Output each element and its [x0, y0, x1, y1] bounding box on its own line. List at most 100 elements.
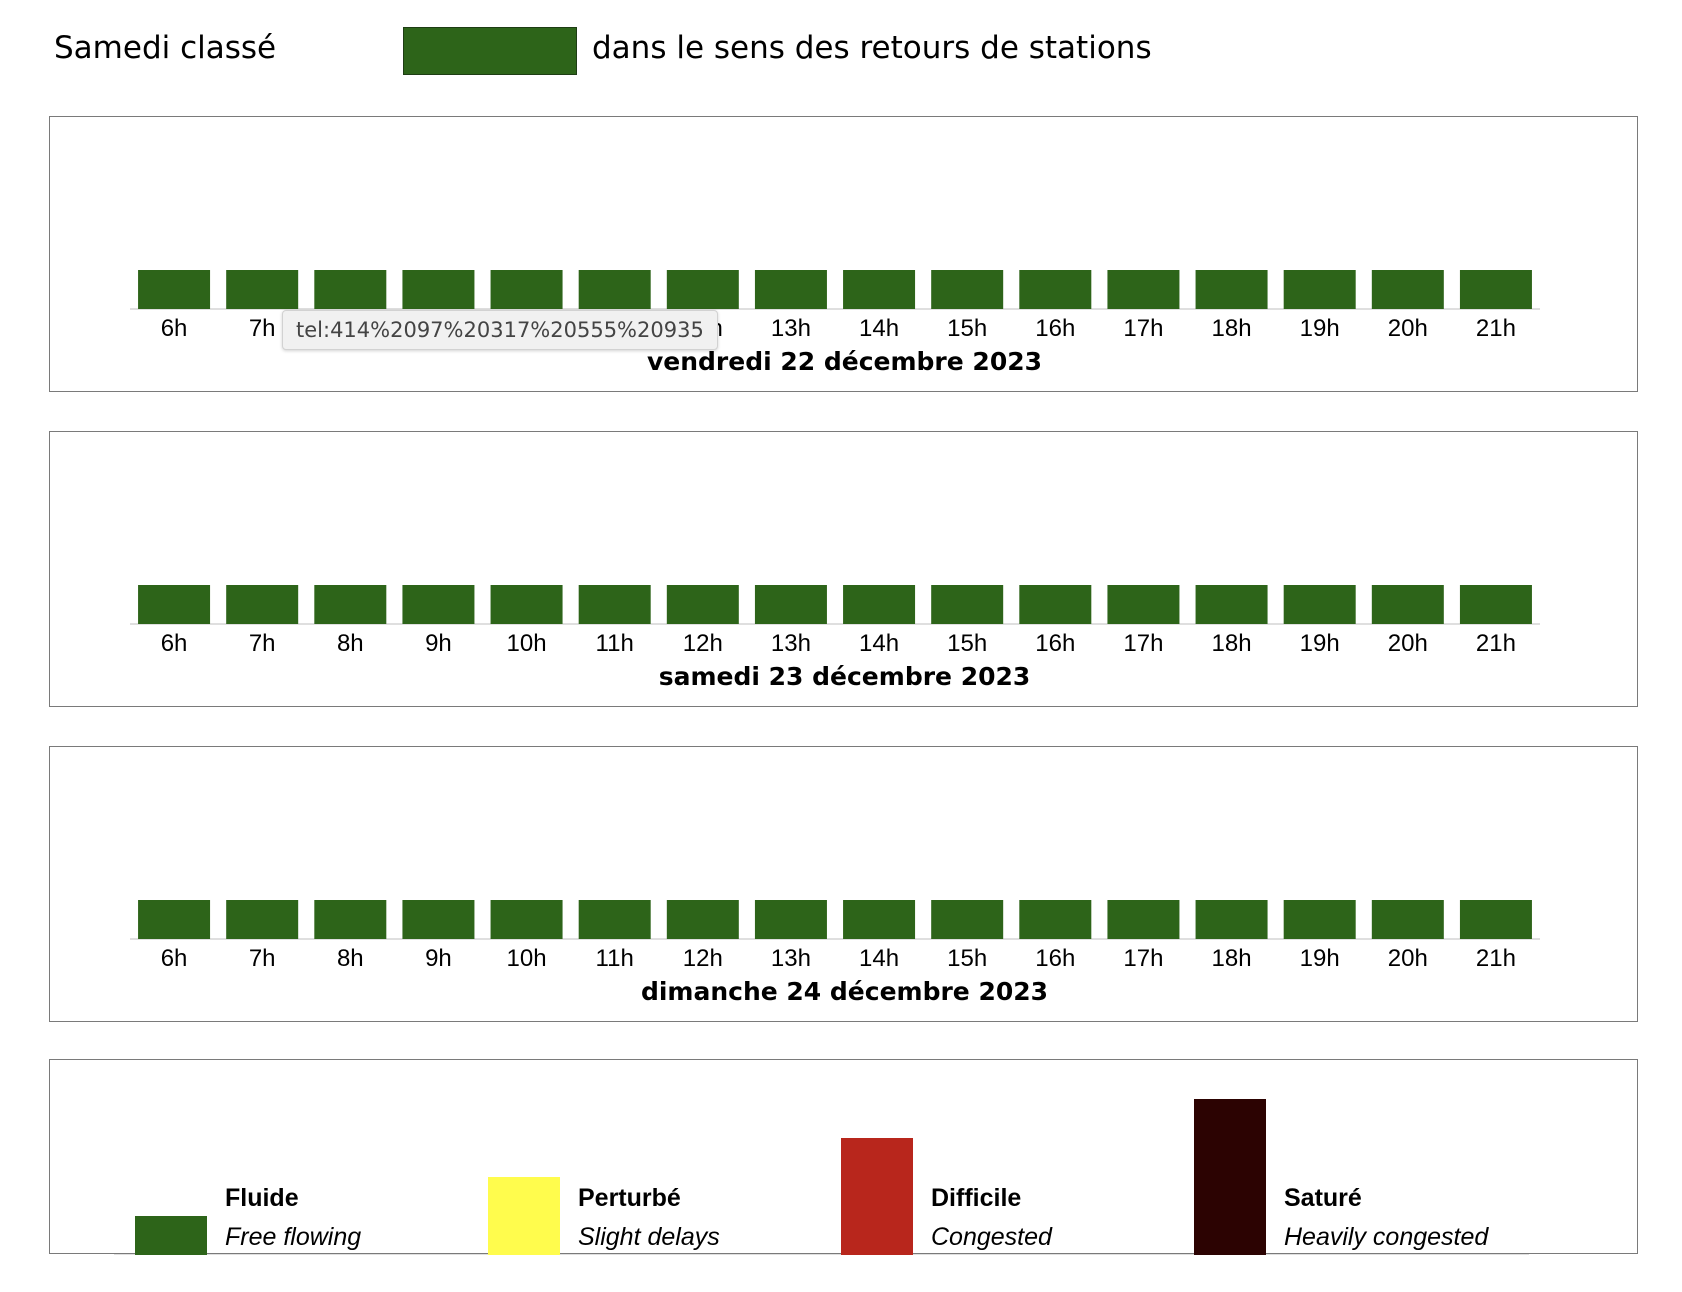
- bar: [1195, 900, 1268, 939]
- bar: [666, 585, 739, 624]
- day-chart-2: 6h 7h 8h 9h 10h 11h 12h 13h 14h 15h 16h 17h 18h 19h 20…: [130, 585, 1540, 691]
- bar: [1371, 585, 1444, 624]
- bar: [1107, 900, 1180, 939]
- bar: [314, 900, 387, 939]
- legend-swatch: [488, 1177, 560, 1255]
- tick-label: 6h: [161, 945, 188, 972]
- chart-title: dimanche 24 décembre 2023: [641, 977, 1048, 1006]
- tick-label: 17h: [1123, 945, 1163, 972]
- bar: [666, 900, 739, 939]
- legend-chart: Fluide Free flowing Perturbé Slight delays D…: [114, 1099, 1529, 1255]
- tick-label: 15h: [947, 945, 987, 972]
- tick-label: 20h: [1388, 630, 1428, 657]
- tick-label: 13h: [771, 315, 811, 342]
- bar: [754, 900, 827, 939]
- legend-swatch: [135, 1216, 207, 1255]
- tick-label: 7h: [249, 945, 276, 972]
- tick-label: 17h: [1123, 630, 1163, 657]
- bar: [1019, 270, 1092, 309]
- tick-label: 14h: [859, 945, 899, 972]
- bar: [578, 270, 651, 309]
- bar: [226, 585, 299, 624]
- legend-label: Fluide: [225, 1184, 299, 1212]
- tick-label: 8h: [337, 630, 364, 657]
- tick-label: 14h: [859, 630, 899, 657]
- tick-label: 6h: [161, 630, 188, 657]
- header: Samedi classé dans le sens des retours d…: [0, 0, 1682, 100]
- legend-sublabel: Congested: [931, 1223, 1053, 1251]
- bar: [314, 270, 387, 309]
- tick-label: 10h: [507, 945, 547, 972]
- tick-label: 17h: [1123, 315, 1163, 342]
- bar: [843, 585, 916, 624]
- legend-label: Saturé: [1284, 1184, 1362, 1212]
- legend-swatch: [1194, 1099, 1266, 1255]
- bar: [138, 585, 211, 624]
- bar: [1371, 270, 1444, 309]
- bar: [1195, 585, 1268, 624]
- tick-label: 16h: [1035, 945, 1075, 972]
- tick-label: 18h: [1212, 630, 1252, 657]
- bar: [226, 270, 299, 309]
- bar: [931, 900, 1004, 939]
- tick-label: 9h: [425, 630, 452, 657]
- bar: [490, 585, 563, 624]
- tick-label: 20h: [1388, 945, 1428, 972]
- bar: [402, 900, 475, 939]
- tick-label: 19h: [1300, 630, 1340, 657]
- legend-label: Perturbé: [578, 1184, 681, 1212]
- tick-label: 10h: [507, 630, 547, 657]
- bar: [1195, 270, 1268, 309]
- bar: [1107, 585, 1180, 624]
- tick-label: 19h: [1300, 945, 1340, 972]
- bar: [1019, 900, 1092, 939]
- day-chart-3: 6h 7h 8h 9h 10h 11h 12h 13h 14h 15h 16h 17h 18h 19h 20…: [130, 900, 1540, 1006]
- tick-label: 9h: [425, 945, 452, 972]
- bar: [578, 585, 651, 624]
- tick-label: 12h: [683, 945, 723, 972]
- tick-label: 15h: [947, 630, 987, 657]
- bar: [226, 900, 299, 939]
- bar: [402, 585, 475, 624]
- tick-label: 21h: [1476, 630, 1516, 657]
- bar: [402, 270, 475, 309]
- tick-label: 11h: [596, 945, 634, 972]
- tick-label: 18h: [1212, 315, 1252, 342]
- day-panel-3: 6h 7h 8h 9h 10h 11h 12h 13h 14h 15h 16h 17h 18h 19h 20…: [49, 746, 1638, 1022]
- bar: [754, 270, 827, 309]
- bar: [1107, 270, 1180, 309]
- bar: [1019, 585, 1092, 624]
- bar: [138, 900, 211, 939]
- bar: [1459, 900, 1532, 939]
- tick-label: 16h: [1035, 630, 1075, 657]
- legend-label: Difficile: [931, 1184, 1021, 1212]
- bar: [490, 900, 563, 939]
- bar: [931, 270, 1004, 309]
- tick-label: 21h: [1476, 945, 1516, 972]
- tick-label: 13h: [771, 945, 811, 972]
- day-chart-1: 6h7h8h9h10h11h12h13h14h15h16h17h18h19h20…: [130, 270, 1540, 376]
- tick-label: 8h: [337, 945, 364, 972]
- tick-label: 19h: [1300, 315, 1340, 342]
- tick-label: 7h: [249, 630, 276, 657]
- legend-sublabel: Slight delays: [578, 1223, 720, 1251]
- page-title: Samedi classé: [54, 30, 277, 66]
- bar: [314, 585, 387, 624]
- chart-title: samedi 23 décembre 2023: [659, 662, 1031, 691]
- bar: [1459, 585, 1532, 624]
- chart-title: vendredi 22 décembre 2023: [647, 347, 1042, 376]
- bar: [931, 585, 1004, 624]
- bar: [1371, 900, 1444, 939]
- bar: [754, 585, 827, 624]
- bar: [1283, 585, 1356, 624]
- tick-label: 12h: [683, 630, 723, 657]
- tick-label: 11h: [596, 630, 634, 657]
- bar: [1283, 900, 1356, 939]
- bar: [666, 270, 739, 309]
- day-panel-1: 6h7h8h9h10h11h12h13h14h15h16h17h18h19h20…: [49, 116, 1638, 392]
- tick-label: 6h: [161, 315, 188, 342]
- bar: [843, 900, 916, 939]
- tick-label: 15h: [947, 315, 987, 342]
- day-panel-2: 6h 7h 8h 9h 10h 11h 12h 13h 14h 15h 16h 17h 18h 19h 20…: [49, 431, 1638, 707]
- tick-label: 18h: [1212, 945, 1252, 972]
